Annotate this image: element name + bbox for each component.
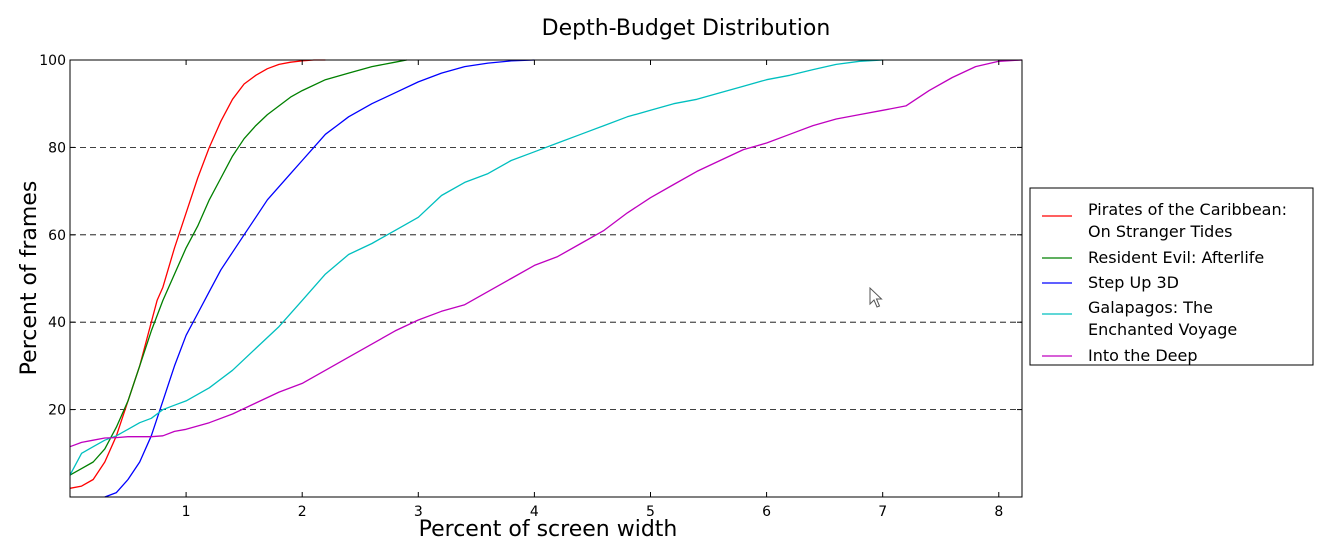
- x-axis-title: Percent of screen width: [419, 517, 678, 542]
- y-tick-label: 60: [48, 228, 66, 244]
- y-tick-label: 80: [48, 140, 66, 156]
- legend-label-1: Pirates of the Caribbean: On Stranger Tid…: [1088, 200, 1287, 241]
- legend-box: [1029, 187, 1314, 366]
- legend-label-5: Into the Deep: [1088, 346, 1198, 365]
- x-tick-label: 6: [762, 504, 771, 520]
- series-line-5: [69, 59, 1023, 448]
- x-tick-label: 1: [182, 504, 191, 520]
- series-line-2: [69, 59, 407, 476]
- x-tick-label: 3: [414, 504, 423, 520]
- mouse-cursor-icon: [869, 286, 883, 308]
- y-tick-label: 20: [48, 403, 66, 419]
- chart-title: Depth-Budget Distribution: [542, 16, 831, 41]
- y-tick-label: 40: [48, 315, 66, 331]
- series-line-1: [69, 59, 326, 489]
- plot-frame: [69, 59, 1023, 498]
- y-tick-label: 100: [39, 53, 66, 69]
- legend-label-4: Galapagos: The Enchanted Voyage: [1088, 298, 1237, 339]
- legend-label-3: Step Up 3D: [1088, 273, 1179, 292]
- x-tick-label: 5: [646, 504, 655, 520]
- grid-lines: [70, 146, 1022, 411]
- legend: Pirates of the Caribbean: On Stranger Tid…: [1029, 187, 1314, 366]
- data-series: [69, 59, 1023, 498]
- axis-ticks: 1 2 3 4 5 6 7 8 20 40 60 80 100: [39, 53, 1022, 520]
- series-line-4: [69, 59, 883, 476]
- legend-label-2: Resident Evil: Afterlife: [1088, 248, 1264, 267]
- x-tick-label: 7: [878, 504, 887, 520]
- y-axis-title: Percent of frames: [17, 181, 42, 376]
- x-tick-label: 8: [994, 504, 1003, 520]
- x-tick-label: 2: [298, 504, 307, 520]
- series-line-3: [104, 59, 535, 498]
- x-tick-label: 4: [530, 504, 539, 520]
